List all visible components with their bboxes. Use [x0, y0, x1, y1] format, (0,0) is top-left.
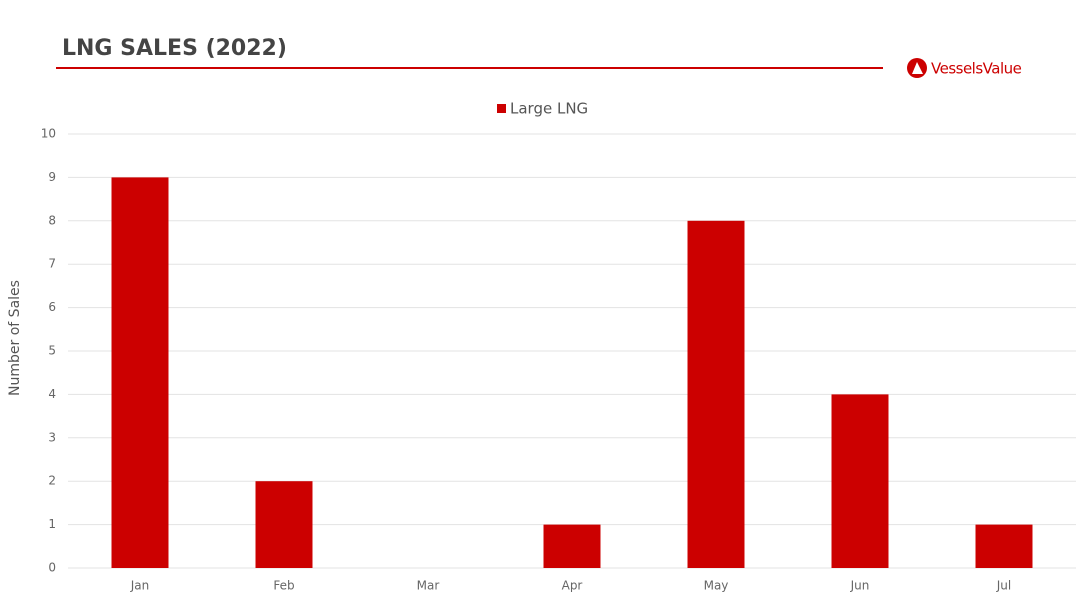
x-tick-label: May	[704, 579, 729, 593]
y-tick-label: 2	[48, 474, 56, 488]
y-tick-label: 4	[48, 387, 56, 401]
brand-logo: VesselsValue	[907, 58, 1022, 78]
y-tick-label: 5	[48, 344, 56, 358]
bar	[543, 524, 601, 568]
y-tick-label: 8	[48, 213, 56, 227]
x-tick-label: Mar	[417, 579, 440, 593]
y-tick-label: 3	[48, 430, 56, 444]
y-tick-label: 1	[48, 517, 56, 531]
legend-swatch	[497, 104, 506, 113]
bar	[255, 481, 313, 568]
y-tick-label: 9	[48, 170, 56, 184]
chart-title: LNG SALES (2022)	[62, 36, 287, 61]
logo-mark	[912, 62, 923, 74]
bar	[687, 220, 745, 569]
y-axis-label: Number of Sales	[7, 280, 23, 396]
x-tick-label: Apr	[562, 579, 583, 593]
brand-name: VesselsValue	[931, 60, 1022, 78]
bar	[111, 177, 169, 568]
x-tick-label: Jul	[996, 579, 1011, 593]
bar	[975, 524, 1033, 568]
y-tick-label: 6	[48, 300, 56, 314]
bar	[831, 394, 889, 568]
y-tick-label: 0	[48, 561, 56, 575]
x-tick-label: Feb	[273, 579, 294, 593]
x-tick-label: Jan	[130, 579, 150, 593]
y-tick-label: 7	[48, 257, 56, 271]
x-tick-label: Jun	[850, 579, 870, 593]
y-tick-label: 10	[41, 127, 56, 141]
legend-label: Large LNG	[510, 100, 588, 118]
